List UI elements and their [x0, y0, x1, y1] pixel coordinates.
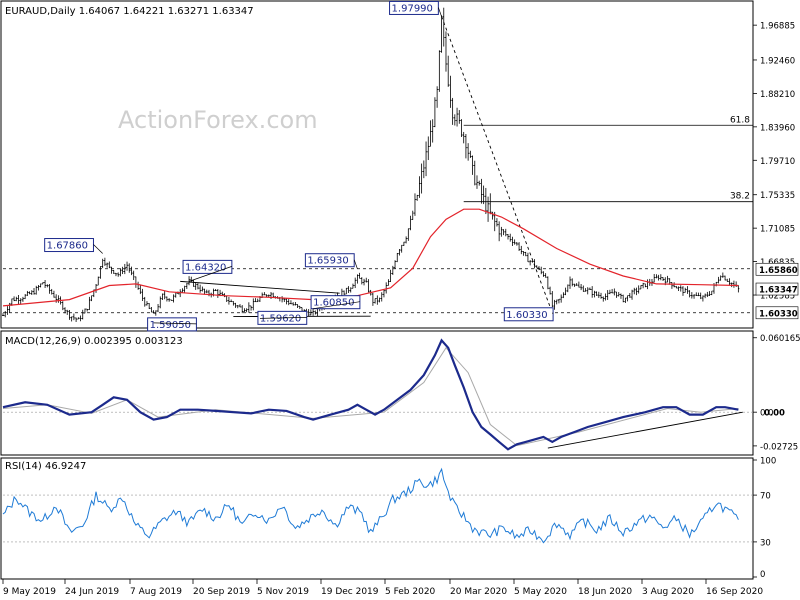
- x-tick-label: 3 Aug 2020: [642, 587, 694, 597]
- macd-axis: 0.060165 0.00 -0.02725 0.00: [753, 334, 800, 452]
- y-tick-label: 1.96885: [760, 22, 795, 32]
- price-label-text: 1.60850: [313, 298, 354, 309]
- price-guide-lines: 61.8 38.2: [3, 16, 753, 318]
- price-label-text: 1.65930: [307, 256, 348, 267]
- price-label-text: 1.64320: [185, 262, 226, 273]
- macd-current-value: 0.00: [764, 409, 785, 419]
- trendline: [180, 280, 340, 294]
- price-tag-box: [755, 306, 799, 320]
- y-tick-label: 30: [760, 538, 771, 548]
- x-tick-label: 9 May 2019: [3, 587, 56, 597]
- price-label-text: 1.59050: [150, 320, 191, 331]
- rsi-plot: [2, 467, 753, 544]
- watermark-text: ActionForex.com: [118, 106, 318, 134]
- macd-line: [2, 338, 739, 451]
- y-tick-label: 0.060165: [760, 334, 800, 344]
- y-tick-label: 1.83960: [760, 123, 795, 133]
- price-tag-text: 1.65860: [759, 266, 798, 276]
- y-tick-label: 0.00: [760, 409, 779, 419]
- fibonacci-label: 61.8: [730, 115, 750, 125]
- time-axis: 9 May 2019 24 Jun 2019 7 Aug 2019 20 Sep 20…: [2, 579, 763, 597]
- moving-average-path: [2, 208, 739, 307]
- macd-panel-header: MACD(12,26,9) 0.002395 0.003123: [5, 336, 183, 347]
- rsi-panel-frame: [0, 457, 754, 580]
- x-tick-label: 18 Jun 2020: [578, 587, 632, 597]
- x-tick-label: 20 Sep 2019: [193, 587, 250, 597]
- price-label-box: [182, 259, 233, 274]
- trendline: [441, 16, 553, 313]
- price-label-leader: [353, 259, 358, 269]
- macd-plot: [2, 338, 753, 451]
- price-label-leader: [188, 266, 232, 282]
- fibonacci-label: 38.2: [730, 192, 750, 202]
- price-label-text: 1.59620: [260, 313, 301, 324]
- price-label-text: 1.60330: [506, 310, 547, 321]
- x-tick-label: 19 Dec 2019: [321, 587, 379, 597]
- moving-average-line: [2, 208, 739, 307]
- price-panel-frame: [0, 0, 754, 329]
- price-label-box: [503, 307, 554, 322]
- y-tick-label: 1.62585: [760, 292, 795, 302]
- rsi-line: [2, 467, 739, 544]
- rsi-axis: 100 70 30 0: [753, 457, 776, 580]
- y-tick-label: 1.92460: [760, 56, 795, 66]
- x-tick-label: 20 Mar 2020: [450, 587, 507, 597]
- price-label-leader: [313, 301, 360, 310]
- price-label-box: [44, 238, 94, 253]
- price-tag-box: [755, 282, 799, 296]
- x-tick-label: 24 Jun 2019: [65, 587, 119, 597]
- y-tick-label: 1.88210: [760, 90, 795, 100]
- y-tick-label: -0.02725: [760, 442, 798, 452]
- price-panel-header: EURAUD,Daily 1.64067 1.64221 1.63271 1.6…: [5, 6, 254, 17]
- price-tag-box: [755, 262, 799, 276]
- price-tag-text: 1.63347: [759, 286, 798, 296]
- y-tick-label: 70: [760, 492, 771, 502]
- x-tick-label: 16 Sep 2020: [706, 587, 763, 597]
- x-tick-label: 5 Nov 2019: [257, 587, 309, 597]
- macd-trendline: [547, 411, 743, 449]
- price-label-box: [147, 317, 197, 332]
- price-label-leader: [259, 317, 307, 319]
- x-tick-label: 5 Feb 2020: [385, 587, 436, 597]
- price-label-leader: [552, 312, 554, 314]
- y-tick-label: 1.71085: [760, 225, 795, 235]
- macd-panel-frame: [0, 330, 754, 456]
- x-tick-label: 5 May 2020: [514, 587, 567, 597]
- price-label-leader: [153, 322, 197, 325]
- price-label-leader: [438, 7, 442, 17]
- y-tick-label: 100: [760, 457, 776, 467]
- price-annotations: 1.67860 1.59050 1.64320 1.59620 1.60850 1.659…: [44, 0, 554, 332]
- rsi-panel-header: RSI(14) 46.9247: [5, 461, 86, 472]
- price-label-box: [310, 295, 361, 310]
- price-label-text: 1.97990: [392, 3, 433, 14]
- price-label-text: 1.67860: [47, 241, 88, 252]
- y-tick-label: 1.75335: [760, 191, 795, 201]
- x-tick-label: 7 Aug 2019: [130, 587, 182, 597]
- price-tag-text: 1.60330: [759, 309, 798, 319]
- macd-signal-line: [2, 346, 739, 447]
- y-tick-label: 1.79710: [760, 157, 795, 167]
- price-label-leader: [93, 244, 103, 254]
- price-axis: 1.96885 1.92460 1.88210 1.83960 1.79710 1.753…: [753, 22, 799, 320]
- y-tick-label: 0: [760, 570, 765, 580]
